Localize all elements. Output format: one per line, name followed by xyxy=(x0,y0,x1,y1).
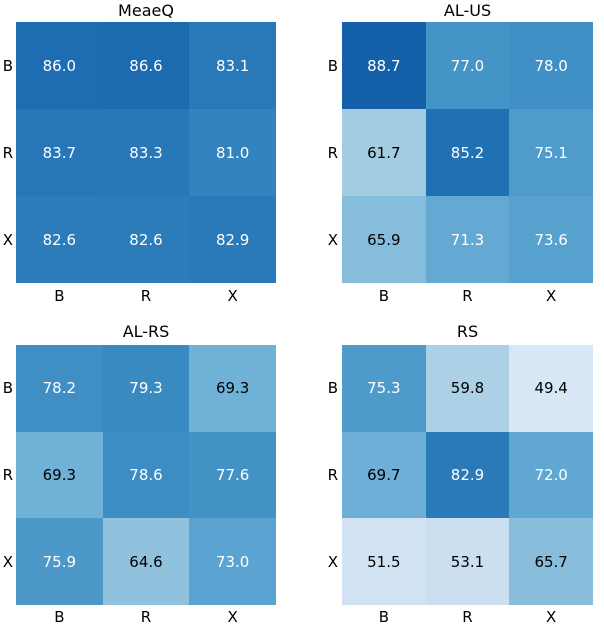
heatmap-grid: 75.3 59.8 49.4 69.7 82.9 72.0 51.5 53.1 65.7 xyxy=(342,345,593,605)
y-axis-labels: B R X xyxy=(313,22,338,283)
row-label-X: X xyxy=(2,230,13,249)
heatmap-grid: 86.0 86.6 83.1 83.7 83.3 81.0 82.6 82.6 82.9 xyxy=(16,22,276,283)
heatmap-cell-B-R: 77.0 xyxy=(425,22,510,109)
heatmap-cell-B-R: 86.6 xyxy=(102,22,190,109)
row-label-B: B xyxy=(327,56,338,75)
heatmap-cell-X-B: 51.5 xyxy=(342,518,426,605)
row-label-X: X xyxy=(327,230,338,249)
heatmap-cell-R-B: 69.3 xyxy=(16,431,103,519)
heatmap-cell-B-B: 75.3 xyxy=(342,345,426,432)
heatmap-cell-B-X: 78.0 xyxy=(509,22,593,109)
row-label-B: B xyxy=(327,379,338,398)
col-label-B: B xyxy=(378,608,389,626)
row-label-R: R xyxy=(327,466,338,484)
col-label-R: R xyxy=(140,287,152,305)
row-label-R: R xyxy=(2,143,13,162)
heatmap-cell-B-X: 49.4 xyxy=(509,345,593,432)
y-axis-labels: B R X xyxy=(0,22,13,283)
heatmap-cell-X-R: 64.6 xyxy=(102,518,190,605)
heatmap-cell-X-B: 82.6 xyxy=(16,196,103,283)
heatmap-cell-R-B: 83.7 xyxy=(16,109,103,196)
heatmap-grid: 88.7 77.0 78.0 61.7 85.2 75.1 65.9 71.3 73.6 xyxy=(342,22,593,283)
col-label-B: B xyxy=(378,287,389,305)
col-label-B: B xyxy=(54,287,65,305)
heatmap-cell-X-X: 73.6 xyxy=(509,196,593,283)
panel-title: MeaeQ xyxy=(118,1,174,20)
col-label-B: B xyxy=(54,608,65,626)
heatmap-cell-R-R: 82.9 xyxy=(425,431,510,519)
col-label-X: X xyxy=(227,287,238,305)
heatmap-cell-X-X: 82.9 xyxy=(189,196,276,283)
row-label-B: B xyxy=(2,379,13,398)
heatmap-cell-X-R: 53.1 xyxy=(425,518,510,605)
heatmap-cell-R-X: 75.1 xyxy=(509,109,593,196)
panel-title: AL-US xyxy=(443,1,492,20)
heatmap-cell-R-B: 69.7 xyxy=(342,431,426,519)
y-axis-labels: B R X xyxy=(313,345,338,605)
heatmap-cell-B-R: 79.3 xyxy=(102,345,190,432)
heatmap-cell-X-X: 73.0 xyxy=(189,518,276,605)
col-label-R: R xyxy=(462,287,473,305)
heatmap-grid: 78.2 79.3 69.3 69.3 78.6 77.6 75.9 64.6 73.0 xyxy=(16,345,276,605)
row-label-B: B xyxy=(2,56,13,75)
row-label-R: R xyxy=(327,143,338,162)
heatmap-cell-B-B: 88.7 xyxy=(342,22,426,109)
heatmap-cell-R-R: 78.6 xyxy=(102,431,190,519)
heatmap-cell-B-B: 78.2 xyxy=(16,345,103,432)
panel-title: RS xyxy=(456,322,479,341)
heatmap-cell-B-B: 86.0 xyxy=(16,22,103,109)
heatmap-cell-R-X: 72.0 xyxy=(509,431,593,519)
heatmap-cell-B-X: 83.1 xyxy=(189,22,276,109)
heatmap-cell-B-R: 59.8 xyxy=(425,345,510,432)
heatmap-cell-X-R: 82.6 xyxy=(102,196,190,283)
heatmap-cell-X-R: 71.3 xyxy=(425,196,510,283)
heatmap-cell-B-X: 69.3 xyxy=(189,345,276,432)
row-label-X: X xyxy=(2,552,13,571)
col-label-X: X xyxy=(227,608,238,626)
col-label-R: R xyxy=(140,608,152,626)
col-label-X: X xyxy=(546,287,557,305)
row-label-R: R xyxy=(2,466,13,484)
heatmap-cell-R-R: 85.2 xyxy=(425,109,510,196)
heatmap-cell-R-X: 77.6 xyxy=(189,431,276,519)
heatmap-cell-X-X: 65.7 xyxy=(509,518,593,605)
heatmap-cell-X-B: 75.9 xyxy=(16,518,103,605)
col-label-X: X xyxy=(546,608,557,626)
heatmap-cell-R-R: 83.3 xyxy=(102,109,190,196)
heatmap-cell-R-X: 81.0 xyxy=(189,109,276,196)
heatmap-cell-X-B: 65.9 xyxy=(342,196,426,283)
y-axis-labels: B R X xyxy=(0,345,13,605)
heatmap-cell-R-B: 61.7 xyxy=(342,109,426,196)
row-label-X: X xyxy=(327,552,338,571)
panel-title: AL-RS xyxy=(122,322,170,341)
col-label-R: R xyxy=(462,608,473,626)
